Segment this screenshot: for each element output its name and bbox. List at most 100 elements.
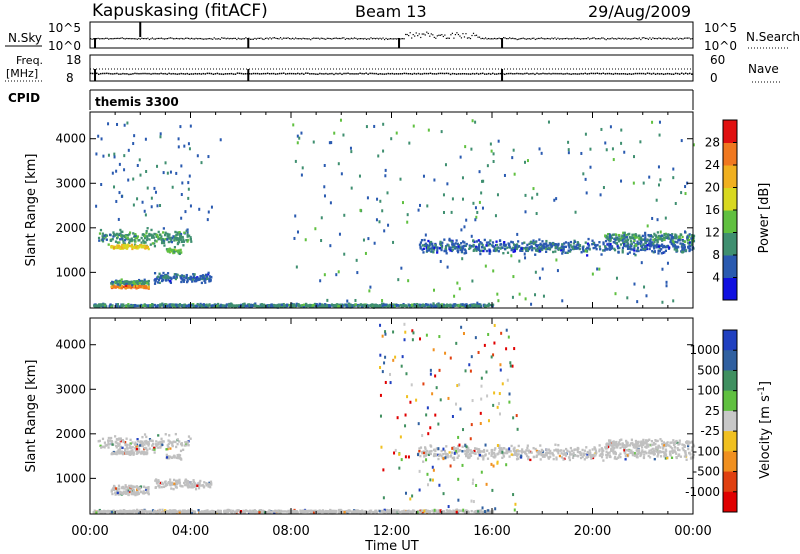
velocity-cell [139, 509, 143, 513]
freq-point [660, 72, 663, 75]
power-cell [611, 147, 614, 151]
power-cell [661, 246, 664, 249]
velocity-cell [156, 443, 159, 446]
velocity-cell [144, 486, 148, 490]
power-cell [169, 279, 172, 283]
power-cell [657, 245, 660, 248]
nsky-point [218, 38, 220, 40]
freq-point [646, 72, 649, 74]
velocity-cell [475, 512, 478, 515]
velocity-cell [125, 446, 128, 449]
freq-point [248, 73, 251, 75]
freq-point [457, 73, 460, 75]
nsky-point [518, 38, 520, 40]
nsky-point [655, 37, 657, 40]
nsky-point [396, 38, 398, 40]
velocity-cell [125, 490, 129, 493]
power-cell [568, 246, 571, 249]
freq-point [632, 73, 635, 75]
power-cell [158, 237, 161, 240]
power-cell [672, 236, 675, 239]
power-cell [160, 274, 163, 277]
nsky-point [483, 38, 485, 40]
power-cell [669, 240, 672, 244]
power-cell [167, 237, 170, 240]
power-cell [593, 243, 597, 247]
nsky-point [506, 38, 508, 40]
power-cell [159, 276, 162, 279]
power-cell [656, 236, 660, 239]
power-cell [538, 238, 541, 241]
power-cell [478, 200, 481, 204]
power-cell [204, 278, 208, 281]
power-cell [542, 245, 546, 248]
nsky-point [504, 37, 506, 39]
power-cell [113, 152, 116, 156]
velocity-cell [138, 444, 142, 447]
power-cell [356, 271, 359, 275]
power-cell [143, 240, 146, 244]
nsky-point [257, 37, 259, 39]
velocity-cell [135, 485, 139, 488]
power-cell [569, 248, 572, 252]
power-cell [474, 120, 477, 124]
power-cell [506, 246, 509, 249]
velocity-cell [121, 452, 125, 456]
power-cell [610, 245, 614, 248]
power-cell [165, 304, 169, 308]
nsky-point [497, 38, 499, 40]
power-cell [464, 251, 468, 255]
power-cell [168, 233, 171, 236]
power-cell [162, 241, 166, 245]
power-cell [132, 203, 135, 207]
power-cell [319, 305, 322, 309]
power-cell [678, 239, 681, 242]
power-cell [584, 241, 587, 244]
power-cell [555, 258, 558, 262]
power-cell [577, 243, 580, 246]
nsky-point [204, 38, 206, 40]
velocity-cell [273, 511, 276, 515]
power-cell [438, 247, 442, 250]
power-cell [202, 305, 205, 308]
power-cell [267, 304, 271, 307]
power-cell [427, 239, 430, 243]
power-cell [186, 240, 189, 243]
freq-point [184, 73, 186, 75]
velocity-cell [199, 479, 202, 483]
freq-point [403, 72, 406, 75]
power-cell [626, 233, 630, 236]
power-cell [116, 245, 119, 248]
power-cell [673, 241, 676, 245]
power-cell [172, 235, 175, 238]
power-cell [122, 240, 125, 243]
power-cell [520, 247, 524, 250]
power-cell [508, 245, 511, 248]
power-cell [136, 197, 139, 201]
freq-point [331, 72, 333, 75]
power-cell [205, 275, 209, 279]
power-cell [401, 304, 404, 308]
power-cell [261, 304, 264, 308]
nsky-point [266, 37, 268, 39]
power-cell [155, 233, 158, 236]
power-cell [626, 242, 629, 245]
power-cell [664, 249, 668, 252]
nsky-point [674, 38, 677, 40]
velocity-cell [122, 486, 125, 489]
power-cell [339, 305, 342, 309]
power-cell [239, 303, 243, 307]
power-cell [113, 246, 116, 250]
power-cell [392, 240, 395, 244]
nsky-point [96, 38, 98, 40]
power-cell [422, 251, 425, 254]
power-cell [452, 245, 455, 248]
freq-point [319, 72, 321, 75]
velocity-cell [186, 480, 190, 483]
velocity-cell [157, 480, 161, 484]
freq-point [305, 72, 307, 74]
power-cell [659, 230, 662, 234]
velocity-cell [365, 511, 369, 514]
nsky-point [106, 37, 108, 39]
velocity-cell [122, 510, 125, 513]
